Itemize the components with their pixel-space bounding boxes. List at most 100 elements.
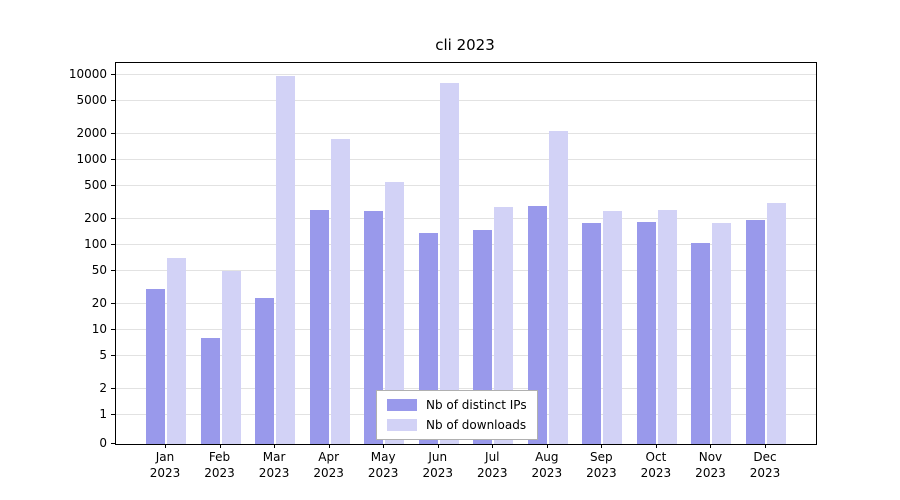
y-tick-label: 20 (91, 296, 107, 311)
x-tick (274, 444, 276, 448)
x-tick (765, 444, 766, 448)
gridline-5000 (116, 99, 816, 101)
x-tick-label-year: 2023 (640, 466, 672, 480)
gridline-10 (116, 329, 816, 330)
bar-downloads-may (385, 182, 405, 444)
bar-distinct-ips-apr (309, 209, 329, 444)
x-tick-label-year: 2023 (149, 466, 181, 480)
y-tick (111, 269, 115, 271)
y-tick (111, 184, 115, 186)
y-tick (111, 443, 115, 444)
x-tick-label-month: Jan (155, 450, 175, 464)
y-tick-label: 500 (84, 177, 107, 192)
x-tick (710, 444, 712, 448)
y-tick (111, 414, 115, 415)
bar-distinct-ips-jan (146, 289, 165, 444)
y-tick (111, 159, 115, 160)
x-tick-label-year: 2023 (258, 466, 290, 480)
bar-distinct-ips-may (364, 211, 384, 444)
y-tick (111, 329, 115, 330)
y-tick (111, 133, 115, 135)
y-tick-label: 10000 (68, 67, 107, 81)
y-tick-label: 5 (99, 347, 107, 362)
gridline-1000 (116, 159, 816, 160)
x-tick-label-year: 2023 (476, 466, 508, 480)
x-tick (601, 444, 603, 448)
x-tick-label-month: Nov (698, 450, 723, 464)
gridline-5 (116, 354, 816, 356)
gridline-2 (116, 388, 816, 390)
y-tick-label: 1 (99, 407, 107, 421)
y-tick (111, 388, 115, 390)
legend-swatch-distinct-ips (387, 399, 417, 411)
x-tick-label-month: Jul (485, 450, 500, 464)
x-tick (492, 444, 494, 448)
bar-downloads-dec (767, 203, 786, 444)
gridline-100 (116, 244, 816, 245)
y-tick-label: 50 (91, 262, 107, 277)
bar-distinct-ips-mar (255, 297, 275, 444)
legend-label-downloads: Nb of downloads (426, 418, 527, 432)
y-tick-label: 2000 (76, 126, 107, 141)
chart-title: cli 2023 (435, 36, 495, 54)
gridlines-layer (116, 63, 816, 444)
x-tick-label-month: Oct (645, 450, 667, 464)
bar-downloads-apr (330, 139, 350, 444)
y-tick (111, 99, 115, 101)
bar-downloads-feb (221, 270, 241, 444)
bar-downloads-sep (603, 211, 623, 444)
x-tick-label-year: 2023 (749, 466, 781, 480)
x-tick (328, 444, 330, 448)
x-tick (546, 444, 548, 448)
bar-distinct-ips-feb (200, 338, 220, 444)
x-tick-label-month: Dec (753, 450, 777, 464)
legend-item-distinct-ips: Nb of distinct IPs (387, 398, 527, 412)
bar-downloads-jan (167, 258, 186, 444)
bar-distinct-ips-dec (746, 220, 765, 444)
y-tick-label: 1000 (76, 152, 107, 166)
x-tick (165, 444, 166, 448)
legend-swatch-downloads (387, 419, 417, 431)
x-tick-label-year: 2023 (204, 466, 235, 480)
y-tick-label: 5000 (76, 92, 107, 107)
legend-item-downloads: Nb of downloads (387, 418, 527, 432)
x-tick-label-month: Sep (590, 450, 613, 464)
x-tick-label-month: Aug (535, 450, 559, 464)
bar-downloads-mar (276, 75, 296, 444)
gridline-200 (116, 218, 816, 220)
gridline-2000 (116, 133, 816, 135)
y-tick (111, 218, 115, 220)
plot-area: Nb of distinct IPs Nb of downloads (115, 62, 817, 445)
bars-layer (116, 63, 816, 444)
x-tick-label-year: 2023 (313, 466, 344, 480)
y-tick-label: 200 (84, 211, 107, 226)
x-tick-label-month: Mar (262, 450, 286, 464)
gridline-10000 (116, 74, 816, 75)
bar-distinct-ips-sep (582, 223, 602, 444)
x-tick (383, 444, 385, 448)
x-tick-label-year: 2023 (531, 466, 563, 480)
x-tick-label-month: Apr (318, 450, 340, 464)
bar-downloads-oct (657, 210, 677, 444)
x-tick-label-year: 2023 (586, 466, 617, 480)
x-tick-label-month: Jun (428, 450, 448, 464)
x-tick (437, 444, 439, 448)
y-tick-label: 10 (91, 322, 107, 336)
x-tick-label-year: 2023 (695, 466, 726, 480)
y-tick-label: 0 (99, 436, 107, 450)
bar-downloads-jul (494, 207, 514, 444)
bar-downloads-jun (439, 83, 459, 444)
legend: Nb of distinct IPs Nb of downloads (376, 390, 538, 440)
y-tick-label: 2 (99, 381, 107, 396)
bar-downloads-aug (548, 130, 568, 444)
bar-distinct-ips-nov (691, 243, 711, 444)
bar-distinct-ips-oct (636, 222, 656, 444)
bar-distinct-ips-aug (527, 205, 547, 444)
gridline-50 (116, 269, 816, 271)
gridline-20 (116, 303, 816, 305)
y-tick-label: 100 (84, 237, 107, 251)
y-tick (111, 303, 115, 305)
y-tick (111, 354, 115, 356)
x-tick-label-year: 2023 (367, 466, 399, 480)
